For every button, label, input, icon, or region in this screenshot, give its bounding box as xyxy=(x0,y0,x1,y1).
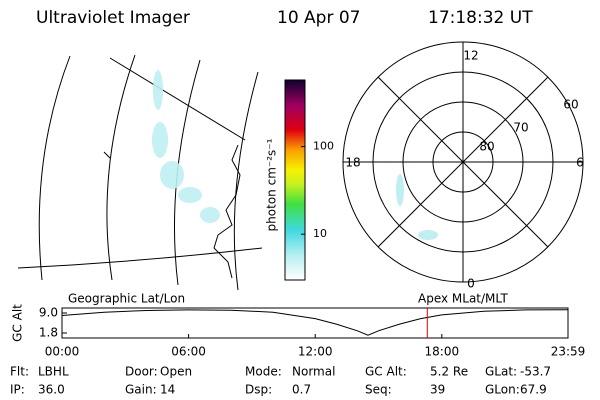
info-value: 39 xyxy=(430,383,445,397)
info-label: Flt: xyxy=(10,365,29,379)
info-value: 0.7 xyxy=(292,383,311,397)
info-label: IP: xyxy=(10,383,25,397)
info-value: 14 xyxy=(160,383,175,397)
time: 17:18:32 UT xyxy=(428,8,533,28)
y-tick-label: 9.0 xyxy=(39,306,58,320)
info-value: 5.2 Re xyxy=(430,365,468,379)
x-tick-label: 23:59 xyxy=(551,345,586,359)
x-tick-label: 18:00 xyxy=(425,345,460,359)
colorbar-tick-label: 100 xyxy=(313,140,334,153)
geo-label: Geographic Lat/Lon xyxy=(68,292,185,306)
polar-label: Apex MLat/MLT xyxy=(418,292,508,306)
instrument: Ultraviolet Imager xyxy=(36,8,190,28)
alt-frame xyxy=(61,307,569,339)
info-value: 67.9 xyxy=(520,383,547,397)
mlt-label: 6 xyxy=(576,156,584,170)
x-tick-label: 12:00 xyxy=(298,345,333,359)
info-label: Mode: xyxy=(245,365,282,379)
colorbar-unit: photon cm⁻²s⁻¹ xyxy=(265,138,279,231)
info-label: GLat: xyxy=(485,365,517,379)
info-value: -53.7 xyxy=(520,365,551,379)
alt-ylabel: GC Alt xyxy=(11,304,25,342)
info-value: Normal xyxy=(292,365,335,379)
date: 10 Apr 07 xyxy=(277,8,360,28)
lat-label: 80 xyxy=(479,140,494,154)
colorbar-tick-label: 10 xyxy=(313,227,327,240)
x-tick-label: 00:00 xyxy=(45,345,80,359)
y-tick-label: 1.8 xyxy=(39,326,58,340)
mlt-label: 0 xyxy=(467,277,475,291)
mlt-label: 18 xyxy=(345,156,360,170)
x-tick-label: 06:00 xyxy=(171,345,206,359)
info-label: Door: xyxy=(125,365,158,379)
geo-map xyxy=(17,54,263,291)
info-label: Seq: xyxy=(365,383,392,397)
info-value: Open xyxy=(160,365,192,379)
info-value: LBHL xyxy=(38,365,69,379)
lat-label: 60 xyxy=(563,98,578,112)
info-label: GC Alt: xyxy=(365,365,407,379)
lat-label: 70 xyxy=(513,121,528,135)
colorbar xyxy=(284,79,306,281)
altitude-curve xyxy=(62,309,568,336)
info-value: 36.0 xyxy=(38,383,65,397)
info-label: GLon: xyxy=(485,383,520,397)
info-label: Dsp: xyxy=(245,383,272,397)
mlt-label: 12 xyxy=(463,49,478,63)
polar-plot xyxy=(342,41,584,283)
info-label: Gain: xyxy=(125,383,157,397)
